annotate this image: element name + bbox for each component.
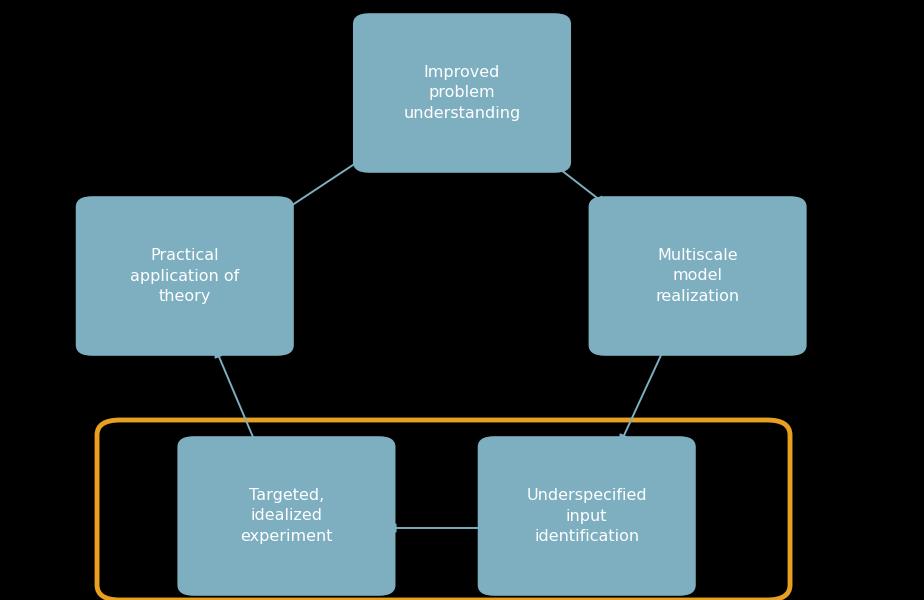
- FancyArrowPatch shape: [215, 350, 256, 445]
- FancyArrowPatch shape: [553, 164, 605, 204]
- FancyBboxPatch shape: [76, 196, 294, 356]
- FancyBboxPatch shape: [177, 436, 395, 596]
- FancyArrowPatch shape: [620, 347, 664, 443]
- Text: Multiscale
model
realization: Multiscale model realization: [655, 248, 740, 304]
- FancyArrowPatch shape: [388, 524, 487, 532]
- Text: Targeted,
idealized
experiment: Targeted, idealized experiment: [240, 488, 333, 544]
- FancyBboxPatch shape: [478, 436, 696, 596]
- FancyArrowPatch shape: [280, 157, 366, 214]
- FancyBboxPatch shape: [353, 13, 571, 173]
- FancyBboxPatch shape: [589, 196, 807, 356]
- Text: Practical
application of
theory: Practical application of theory: [130, 248, 239, 304]
- Text: Improved
problem
understanding: Improved problem understanding: [404, 65, 520, 121]
- Text: Underspecified
input
identification: Underspecified input identification: [527, 488, 647, 544]
